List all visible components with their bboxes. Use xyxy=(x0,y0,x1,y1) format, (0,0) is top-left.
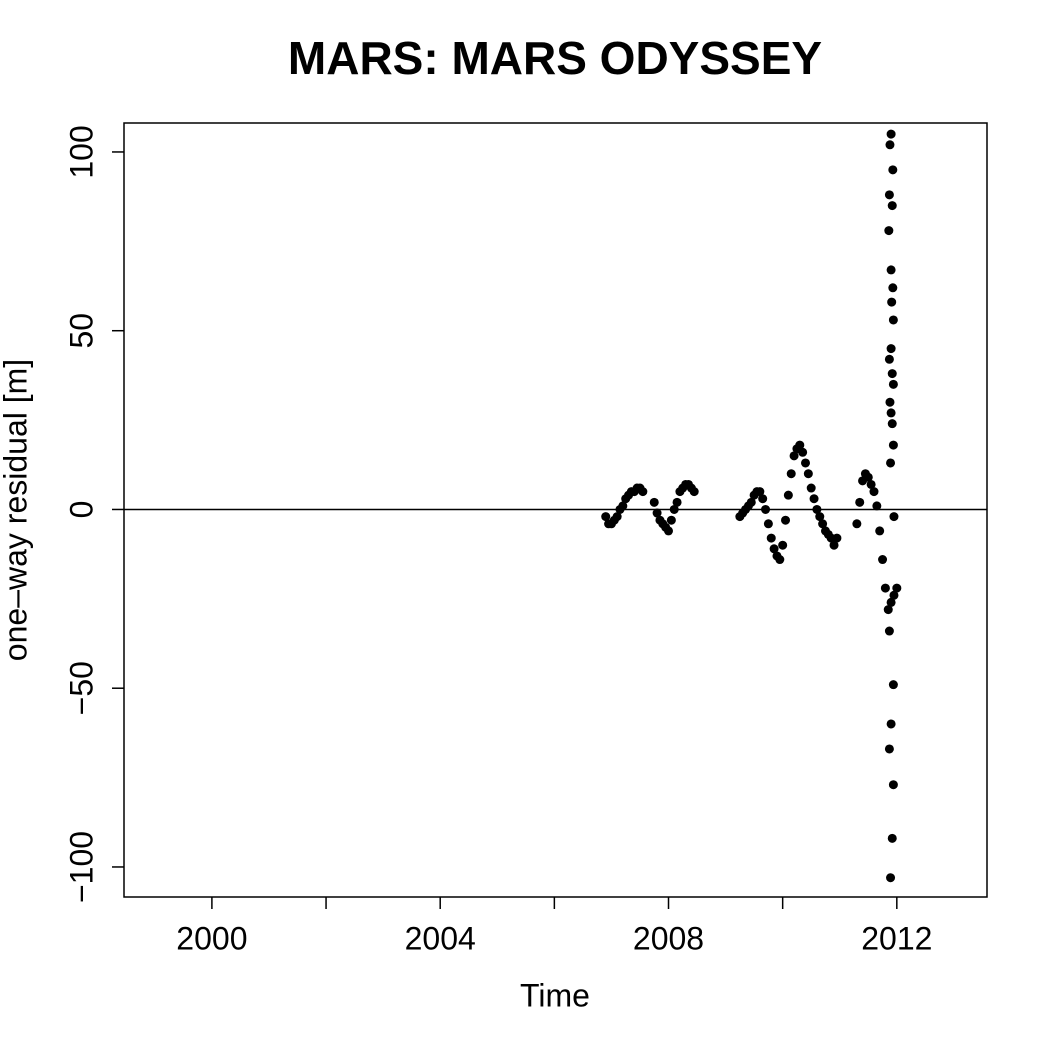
point xyxy=(888,165,898,175)
point xyxy=(886,408,896,418)
point xyxy=(884,190,894,200)
point xyxy=(889,590,899,600)
y-tick-label: −100 xyxy=(63,831,99,903)
point xyxy=(888,440,898,450)
point xyxy=(886,719,896,729)
point xyxy=(883,605,893,615)
point xyxy=(818,519,828,529)
point xyxy=(880,583,890,593)
point xyxy=(789,451,799,461)
x-tick-label: 2008 xyxy=(633,920,704,956)
point xyxy=(887,201,897,211)
y-tick-label: 50 xyxy=(63,313,99,349)
point xyxy=(781,515,791,525)
point xyxy=(809,494,819,504)
x-tick-label: 2012 xyxy=(861,920,932,956)
point xyxy=(672,497,682,507)
point xyxy=(886,129,896,139)
point xyxy=(886,265,896,275)
point xyxy=(892,583,902,593)
x-tick-label: 2000 xyxy=(176,920,247,956)
y-tick-label: 0 xyxy=(63,501,99,519)
point xyxy=(884,226,894,236)
point xyxy=(769,544,779,554)
point xyxy=(763,519,773,529)
point xyxy=(783,490,793,500)
point xyxy=(806,483,816,493)
point xyxy=(884,626,894,636)
point xyxy=(887,419,897,429)
point xyxy=(887,833,897,843)
y-tick-label: −50 xyxy=(63,661,99,715)
point xyxy=(755,487,765,497)
chart-title: MARS: MARS ODYSSEY xyxy=(288,32,822,84)
point xyxy=(778,540,788,550)
point xyxy=(863,472,873,482)
point xyxy=(888,680,898,690)
point xyxy=(775,555,785,565)
point xyxy=(888,283,898,293)
point xyxy=(852,519,862,529)
y-axis-label: one–way residual [m] xyxy=(0,359,33,661)
point xyxy=(649,497,659,507)
point xyxy=(869,487,879,497)
point xyxy=(829,540,839,550)
point xyxy=(666,515,676,525)
point xyxy=(886,344,896,354)
point xyxy=(884,354,894,364)
y-tick-label: 100 xyxy=(63,125,99,178)
point xyxy=(888,379,898,389)
point xyxy=(800,458,810,468)
point xyxy=(875,526,885,536)
point xyxy=(886,458,896,468)
point xyxy=(638,487,648,497)
point xyxy=(758,494,768,504)
point xyxy=(888,315,898,325)
point xyxy=(889,512,899,522)
x-axis-label: Time xyxy=(520,977,590,1013)
point xyxy=(669,504,679,514)
point xyxy=(866,479,876,489)
point xyxy=(872,501,882,511)
x-tick-label: 2004 xyxy=(405,920,476,956)
point xyxy=(885,397,895,407)
point xyxy=(886,873,896,883)
point xyxy=(766,533,776,543)
point xyxy=(885,140,895,150)
point xyxy=(798,447,808,457)
point xyxy=(612,512,622,522)
point xyxy=(746,497,756,507)
point xyxy=(795,440,805,450)
point xyxy=(886,597,896,607)
point xyxy=(761,504,771,514)
point xyxy=(652,508,662,518)
point xyxy=(664,526,674,536)
point xyxy=(832,533,842,543)
point xyxy=(884,744,894,754)
point xyxy=(786,469,796,479)
point xyxy=(888,780,898,790)
point xyxy=(815,512,825,522)
point xyxy=(803,469,813,479)
point xyxy=(689,487,699,497)
point xyxy=(887,369,897,379)
point xyxy=(878,555,888,565)
point xyxy=(855,497,865,507)
point xyxy=(601,512,611,522)
point xyxy=(618,501,628,511)
point xyxy=(887,297,897,307)
point xyxy=(812,504,822,514)
